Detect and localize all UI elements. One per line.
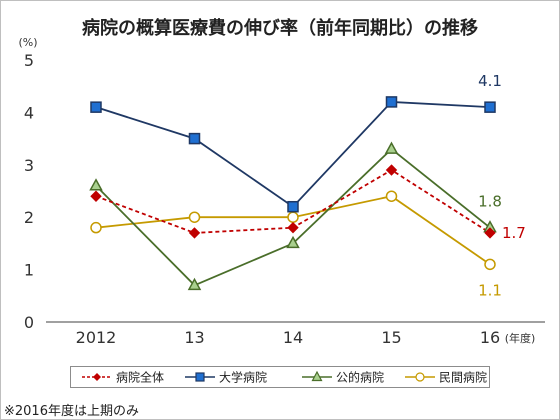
point-diamond [484,227,496,239]
legend-marker [415,372,425,382]
legend-marker [93,373,101,381]
point-square [188,132,201,145]
point-circle [385,190,398,202]
legend-label: 民間病院 [439,370,487,385]
point-triangle [89,178,103,191]
point-triangle [187,277,202,291]
x-tick-label: 2012 [76,328,117,347]
point-square [484,101,496,113]
series-line [95,100,491,208]
y-tick-label: 2 [24,208,34,227]
y-tick-label: 0 [24,313,34,332]
point-triangle [384,141,399,154]
data-label: 1.7 [502,224,526,242]
y-tick-label: 5 [24,51,34,70]
x-tick-label: 14 [283,328,303,347]
point-square [90,101,102,113]
legend-box [70,366,490,388]
legend-label: 大学病院 [219,370,267,385]
legend-marker [311,370,323,382]
data-label: 1.8 [478,193,502,211]
x-tick-label: 13 [184,328,204,347]
point-square [287,200,299,213]
y-tick-label: 1 [24,261,34,280]
point-circle [90,221,102,234]
point-circle [188,211,201,223]
point-diamond [188,227,201,239]
legend-label: 公的病院 [336,370,384,385]
point-square [385,96,398,108]
legend-marker [195,372,205,382]
point-circle [287,211,299,223]
legend-label: 病院全体 [116,370,164,385]
y-axis-unit: (%) [18,36,37,49]
data-label: 1.1 [478,281,502,299]
x-tick-label: 15 [381,328,401,347]
y-tick-label: 3 [24,156,34,175]
x-tick-label: 16 [480,328,500,347]
point-diamond [287,221,299,234]
chart-title: 病院の概算医療費の伸び率（前年同期比）の推移 [82,18,478,39]
x-axis-unit: (年度) [505,331,536,345]
point-diamond [90,190,102,202]
point-diamond [385,164,398,176]
data-label: 4.1 [478,72,502,90]
point-circle [484,258,496,271]
point-triangle [286,235,300,249]
footnote: ※2016年度は上期のみ [4,404,139,419]
y-tick-label: 4 [24,103,34,122]
